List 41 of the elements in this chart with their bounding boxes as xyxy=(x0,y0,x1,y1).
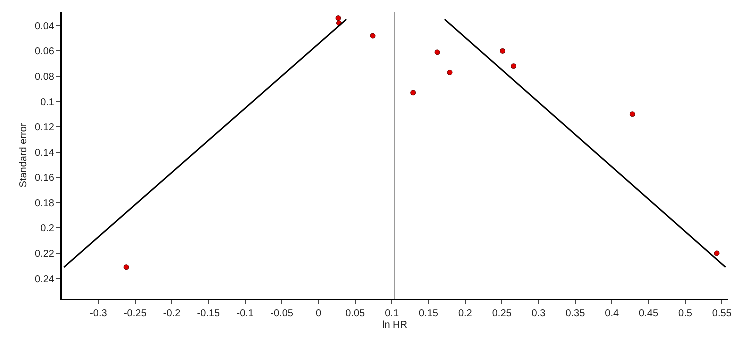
y-tick-label: 0.06 xyxy=(35,46,55,58)
y-axis-title: Standard error xyxy=(18,122,30,188)
point xyxy=(124,264,130,270)
y-tick-label: 0.04 xyxy=(35,21,55,32)
x-tick-label: 0 xyxy=(316,308,322,320)
x-tick-label: -0.1 xyxy=(236,308,254,320)
point xyxy=(410,90,416,96)
x-axis-title: ln HR xyxy=(382,320,408,331)
y-tick-label: 0.24 xyxy=(35,274,55,286)
x-tick-label: 0.05 xyxy=(346,308,366,320)
y-tick-label: 0.08 xyxy=(35,72,55,83)
x-tick-label: 0.25 xyxy=(492,308,512,320)
y-tick-label: 0.1 xyxy=(40,97,55,108)
x-tick-label: 0.5 xyxy=(678,308,693,320)
point xyxy=(370,33,376,39)
point xyxy=(336,16,342,22)
point xyxy=(500,48,506,54)
x-tick-label: 0.15 xyxy=(419,308,439,320)
x-tick-label: -0.3 xyxy=(90,308,108,320)
y-tick-label: 0.12 xyxy=(35,122,55,134)
x-tick-label: 0.3 xyxy=(532,308,546,320)
x-tick-label: 0.45 xyxy=(639,308,659,320)
x-tick-label: 0.35 xyxy=(566,308,586,320)
x-tick-label: -0.2 xyxy=(163,308,182,320)
y-tick-label: 0.22 xyxy=(35,248,55,260)
x-tick-label: -0.25 xyxy=(124,308,148,320)
x-tick-label: -0.05 xyxy=(270,308,294,320)
point xyxy=(511,64,517,70)
x-tick-label: -0.15 xyxy=(197,308,221,320)
point xyxy=(434,50,440,56)
point xyxy=(714,250,720,256)
y-tick-label: 0.18 xyxy=(35,198,55,210)
x-tick-label: 0.4 xyxy=(605,308,620,320)
y-tick-label: 0.16 xyxy=(35,173,55,184)
point xyxy=(447,70,453,76)
point xyxy=(630,112,636,118)
x-tick-label: 0.1 xyxy=(385,308,400,320)
x-tick-label: 0.55 xyxy=(712,308,732,320)
x-tick-label: 0.2 xyxy=(458,308,473,320)
y-tick-label: 0.2 xyxy=(40,224,55,235)
y-tick-label: 0.14 xyxy=(35,148,55,159)
